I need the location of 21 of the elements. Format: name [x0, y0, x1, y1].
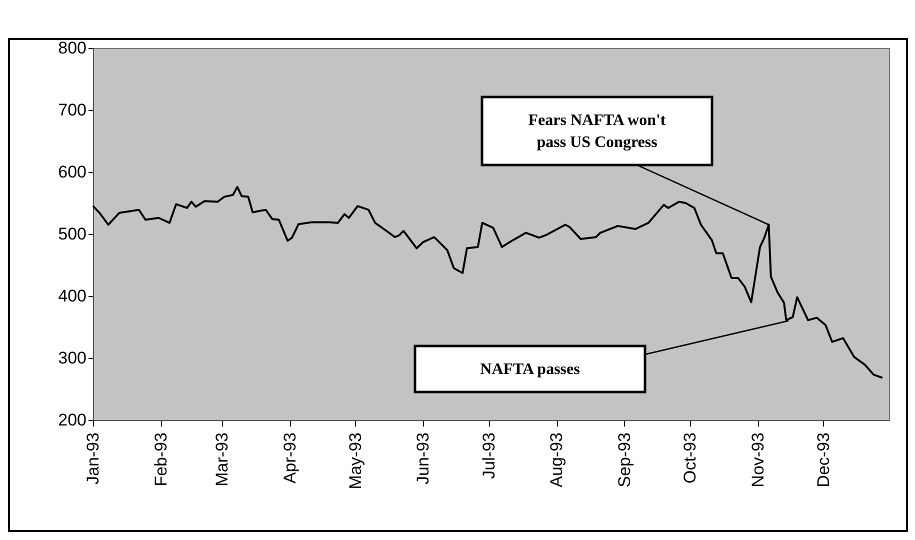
y-tick-label: 400: [58, 286, 86, 306]
y-tick-label: 500: [58, 224, 86, 244]
y-tick-label: 800: [58, 38, 86, 58]
x-tick-label: Aug-93: [547, 432, 566, 488]
y-tick-label: 200: [58, 410, 86, 430]
x-tick-label: Sep-93: [614, 432, 634, 488]
x-tick-label: Mar-93: [212, 432, 232, 486]
x-tick-label: Apr-93: [280, 432, 300, 484]
x-tick-label: Dec-93: [814, 432, 833, 488]
annotation: Fears NAFTA won't pass US Congress: [528, 112, 666, 150]
x-tick-label: Oct-93: [680, 432, 700, 484]
y-tick-label: 600: [58, 162, 86, 182]
y-tick-label: 700: [58, 100, 86, 120]
y-tick-label: 300: [58, 348, 86, 368]
x-tick-label: Jun-93: [414, 432, 433, 484]
annotation: NAFTA passes: [480, 360, 580, 378]
x-tick-label: Feb-93: [151, 432, 170, 486]
x-tick-label: Jan-93: [84, 432, 102, 484]
x-tick-label: May-93: [346, 432, 365, 490]
x-tick-label: Nov-93: [748, 432, 768, 488]
x-tick-label: Jul-93: [479, 432, 498, 479]
